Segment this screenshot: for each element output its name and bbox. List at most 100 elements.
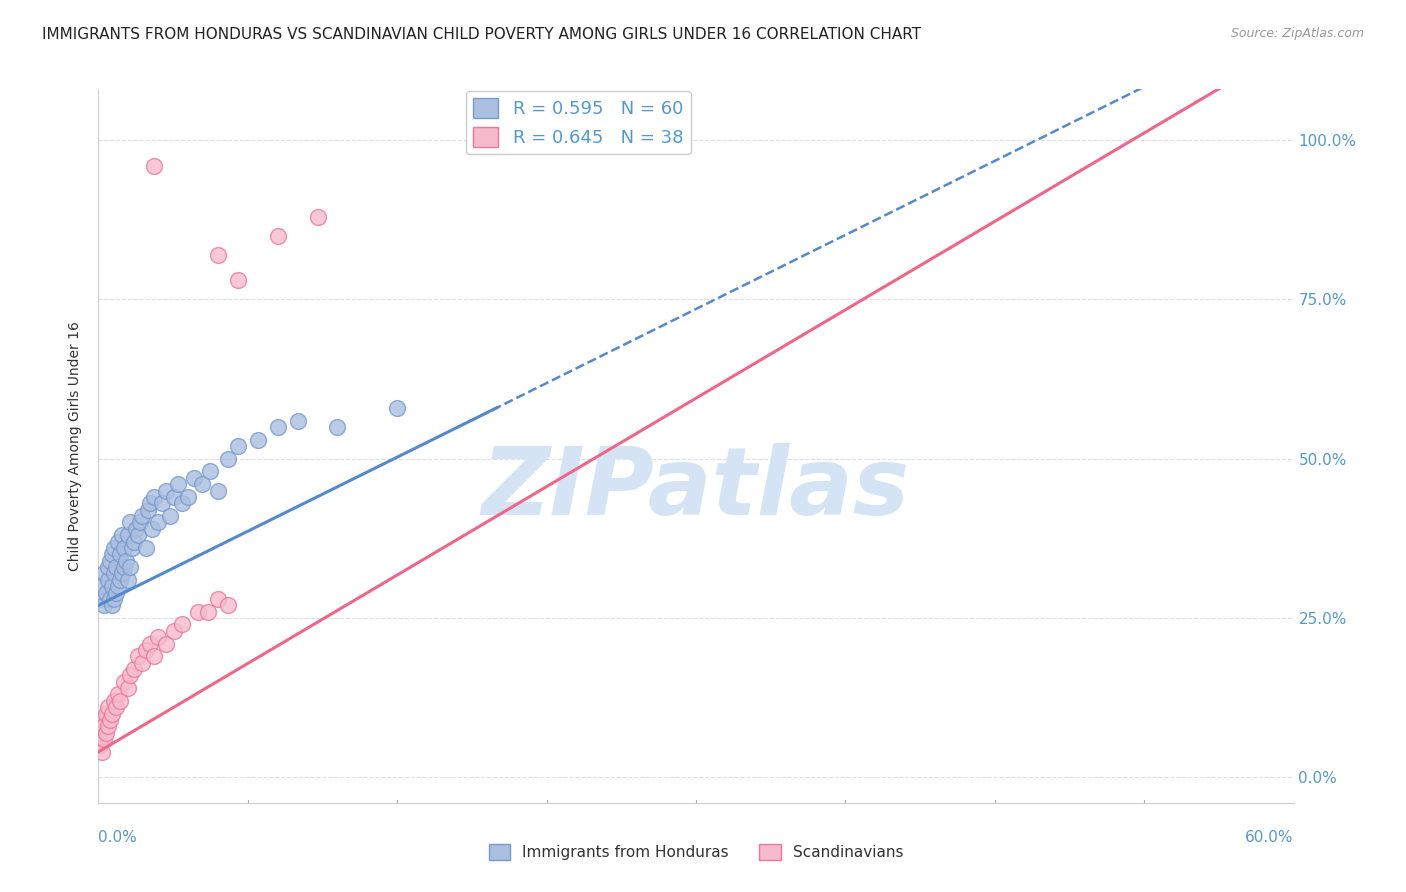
Point [103,591,125,606]
Point [139,636,162,650]
Point [107,688,129,702]
Point [226,439,249,453]
Text: 60.0%: 60.0% [1246,830,1294,845]
Point [91,579,114,593]
Point [96,585,118,599]
Point [105,585,128,599]
Point [117,681,139,695]
Point [112,560,135,574]
Point [124,534,146,549]
Point [307,210,329,224]
Point [163,624,186,638]
Legend: Immigrants from Honduras, Scandinavians: Immigrants from Honduras, Scandinavians [482,838,910,866]
Point [131,509,153,524]
Point [107,534,129,549]
Text: Source: ZipAtlas.com: Source: ZipAtlas.com [1230,27,1364,40]
Point [148,516,170,530]
Point [167,477,190,491]
Point [172,617,194,632]
Point [155,483,177,498]
Point [139,496,162,510]
Point [93,719,115,733]
Point [89,725,111,739]
Point [96,725,118,739]
Point [183,471,205,485]
Point [101,706,124,721]
Point [159,509,181,524]
Point [385,401,409,415]
Point [98,591,122,606]
Point [172,496,194,510]
Point [112,674,135,689]
Point [226,273,249,287]
Point [97,719,120,733]
Point [117,528,139,542]
Point [97,560,120,574]
Point [120,668,142,682]
Point [98,554,122,568]
Point [191,477,214,491]
Point [217,451,239,466]
Point [110,694,132,708]
Point [287,413,309,427]
Point [143,649,166,664]
Point [326,420,349,434]
Point [135,643,157,657]
Point [103,566,125,581]
Point [187,605,209,619]
Y-axis label: Child Poverty Among Girls Under 16: Child Poverty Among Girls Under 16 [69,321,83,571]
Point [207,483,229,498]
Point [155,636,177,650]
Point [101,547,124,561]
Point [177,490,200,504]
Point [111,528,134,542]
Point [163,490,186,504]
Point [103,694,125,708]
Point [207,248,229,262]
Point [198,465,221,479]
Point [121,541,143,555]
Point [97,700,120,714]
Point [141,522,163,536]
Point [124,662,146,676]
Point [107,579,129,593]
Point [135,541,157,555]
Point [110,547,132,561]
Point [125,522,148,536]
Point [129,516,152,530]
Point [148,630,170,644]
Point [93,732,115,747]
Point [91,745,114,759]
Point [98,713,122,727]
Point [136,502,159,516]
Point [120,516,142,530]
Point [143,490,166,504]
Point [91,713,114,727]
Text: IMMIGRANTS FROM HONDURAS VS SCANDINAVIAN CHILD POVERTY AMONG GIRLS UNDER 16 CORR: IMMIGRANTS FROM HONDURAS VS SCANDINAVIAN… [42,27,921,42]
Point [110,573,132,587]
Point [93,599,115,613]
Point [246,433,269,447]
Point [267,420,290,434]
Point [103,541,125,555]
Point [207,591,229,606]
Point [112,541,135,555]
Point [267,228,290,243]
Point [111,566,134,581]
Point [117,573,139,587]
Point [101,579,124,593]
Point [197,605,219,619]
Point [131,656,153,670]
Point [105,560,128,574]
Point [115,554,138,568]
Text: ZIPatlas: ZIPatlas [482,442,910,535]
Point [217,599,239,613]
Text: 0.0%: 0.0% [98,830,138,845]
Point [89,591,111,606]
Point [150,496,173,510]
Point [127,649,149,664]
Point [89,739,111,753]
Point [127,528,149,542]
Point [101,599,124,613]
Point [105,700,128,714]
